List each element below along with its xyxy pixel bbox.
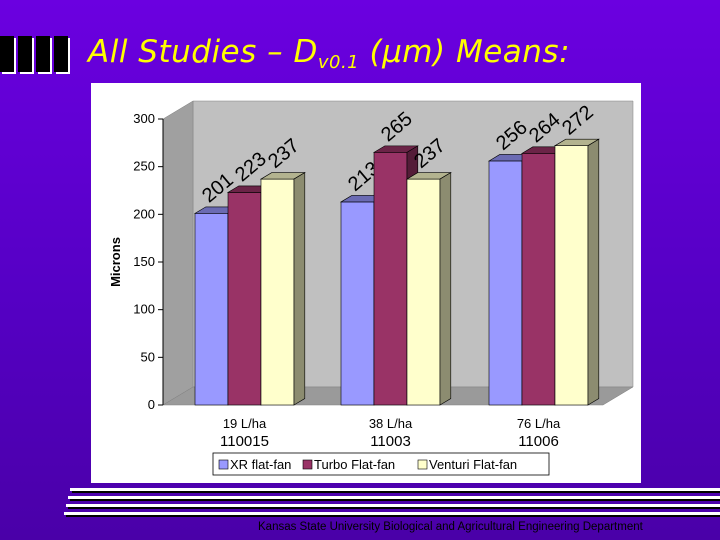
title-subscript: v0.1	[317, 52, 360, 73]
y-tick-label: 0	[148, 397, 155, 412]
bar-side	[293, 172, 306, 406]
legend-swatch	[218, 459, 229, 470]
x-tick-label: 76 L/ha	[517, 416, 561, 431]
x-sublabel: 110015	[220, 433, 269, 450]
y-axis-label: Microns	[108, 237, 123, 287]
title-main: All Studies – D	[88, 34, 318, 70]
left-stripes-decoration	[0, 36, 70, 74]
bar-front	[227, 192, 262, 406]
bar-side	[439, 172, 452, 406]
y-tick-label: 150	[133, 254, 155, 269]
bar-front	[554, 145, 589, 406]
bar-front	[373, 152, 408, 406]
bar-front	[340, 201, 375, 406]
y-tick-label: 50	[141, 349, 155, 364]
x-sublabel: 11003	[370, 433, 411, 450]
legend-box	[212, 452, 550, 476]
y-tick-label: 300	[133, 111, 155, 126]
x-tick-label: 38 L/ha	[369, 416, 413, 431]
x-sublabel: 11006	[518, 433, 559, 450]
bar-side	[587, 138, 600, 406]
y-tick-label: 250	[133, 159, 155, 174]
bar-front	[521, 153, 556, 406]
plot-side-wall	[162, 100, 194, 406]
bar-front	[260, 178, 295, 406]
y-tick-label: 200	[133, 206, 155, 221]
bar-front	[194, 213, 229, 406]
legend-swatch	[302, 459, 313, 470]
slide-title: All Studies – Dv0.1 (µm) Means:	[88, 34, 570, 73]
bar-front	[488, 160, 523, 406]
y-tick-label: 100	[133, 302, 155, 317]
title-tail: (µm) Means:	[359, 34, 571, 70]
footer-text: Kansas State University Biological and A…	[258, 521, 643, 533]
legend-label: Turbo Flat-fan	[314, 457, 395, 472]
legend-label: Venturi Flat-fan	[429, 457, 517, 472]
legend-swatch	[417, 459, 428, 470]
x-tick-label: 19 L/ha	[223, 416, 267, 431]
chart-panel: 0 50 100 150 200 250 300 Microns 201 223 237 19 L/h…	[91, 83, 641, 483]
bar-front	[406, 178, 441, 406]
legend-label: XR flat-fan	[230, 457, 291, 472]
bottom-stripes-decoration	[64, 488, 720, 517]
